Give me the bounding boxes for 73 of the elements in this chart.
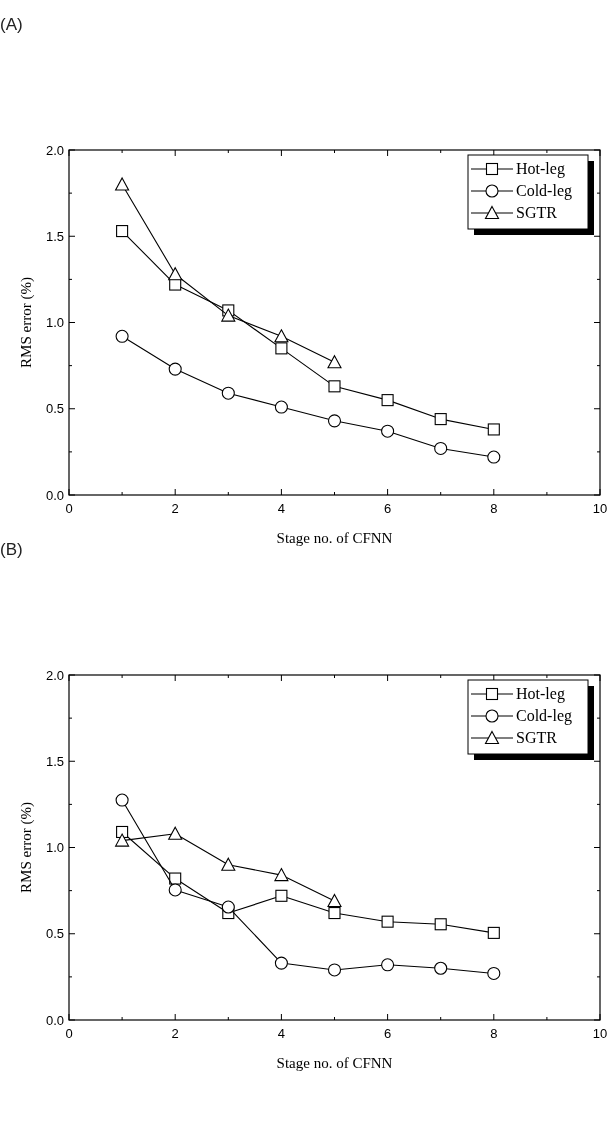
x-tick-label: 0 <box>65 501 73 516</box>
legend-label: Cold-leg <box>516 707 572 725</box>
point <box>168 267 183 281</box>
x-tick-label: 10 <box>592 501 608 516</box>
legend-label: SGTR <box>516 729 558 746</box>
point <box>487 423 500 436</box>
y-tick-label: 2.0 <box>45 667 64 683</box>
x-tick-label: 6 <box>383 1026 392 1041</box>
point <box>168 883 182 897</box>
x-axis-title: Stage no. of CFNN <box>276 530 393 546</box>
x-tick-label: 10 <box>592 1026 608 1041</box>
y-tick-label: 1.0 <box>45 840 64 855</box>
x-tick-label: 2 <box>171 1026 179 1041</box>
point <box>487 966 501 980</box>
point <box>328 380 341 393</box>
point <box>327 355 342 369</box>
y-axis-title: RMS error (%) <box>18 802 35 893</box>
point <box>381 915 394 928</box>
x-tick-label: 6 <box>383 501 392 516</box>
point <box>274 956 288 970</box>
point <box>115 177 130 191</box>
y-tick-label: 0.5 <box>45 926 64 942</box>
point <box>115 833 130 847</box>
y-tick-label: 1.5 <box>45 753 64 769</box>
legend-label: Cold-leg <box>516 182 572 200</box>
point <box>274 868 289 882</box>
point <box>115 329 129 343</box>
point <box>221 857 236 871</box>
point <box>381 394 394 407</box>
y-tick-label: 0.0 <box>45 487 64 503</box>
x-axis-title: Stage no. of CFNN <box>276 1055 393 1071</box>
point <box>169 872 182 885</box>
point <box>327 893 342 908</box>
point <box>381 424 395 438</box>
point <box>434 441 448 455</box>
point <box>434 918 447 931</box>
point <box>487 926 500 939</box>
x-tick-label: 0 <box>65 1026 73 1041</box>
x-tick-label: 4 <box>277 1026 286 1041</box>
y-tick-label: 0.5 <box>45 401 64 417</box>
point <box>168 362 182 376</box>
x-tick-label: 2 <box>171 501 179 516</box>
x-tick-label: 8 <box>490 1026 498 1041</box>
x-tick-label: 4 <box>277 501 286 516</box>
point <box>327 414 342 428</box>
y-tick-label: 1.0 <box>45 315 64 330</box>
point <box>221 308 236 322</box>
x-tick-label: 8 <box>490 501 498 516</box>
y-tick-label: 1.5 <box>45 228 64 244</box>
text: (B) <box>0 540 23 559</box>
legend-label: SGTR <box>516 204 558 221</box>
point <box>274 400 288 414</box>
y-tick-label: 2.0 <box>45 142 64 158</box>
y-tick-label: 0.0 <box>45 1012 64 1028</box>
point <box>168 826 183 840</box>
point <box>275 889 288 902</box>
point <box>487 450 501 464</box>
point <box>169 278 182 291</box>
point <box>221 386 235 400</box>
point <box>116 225 129 238</box>
y-axis-title: RMS error (%) <box>18 277 35 368</box>
text: (A) <box>0 15 23 34</box>
point <box>115 793 129 807</box>
point <box>275 342 288 355</box>
point <box>434 413 447 426</box>
point <box>434 961 448 975</box>
point <box>221 900 235 914</box>
point <box>381 958 395 972</box>
legend-label: Hot-leg <box>516 685 565 703</box>
point <box>328 907 341 920</box>
legend-label: Hot-leg <box>516 160 565 178</box>
point <box>274 329 289 343</box>
point <box>327 963 342 977</box>
